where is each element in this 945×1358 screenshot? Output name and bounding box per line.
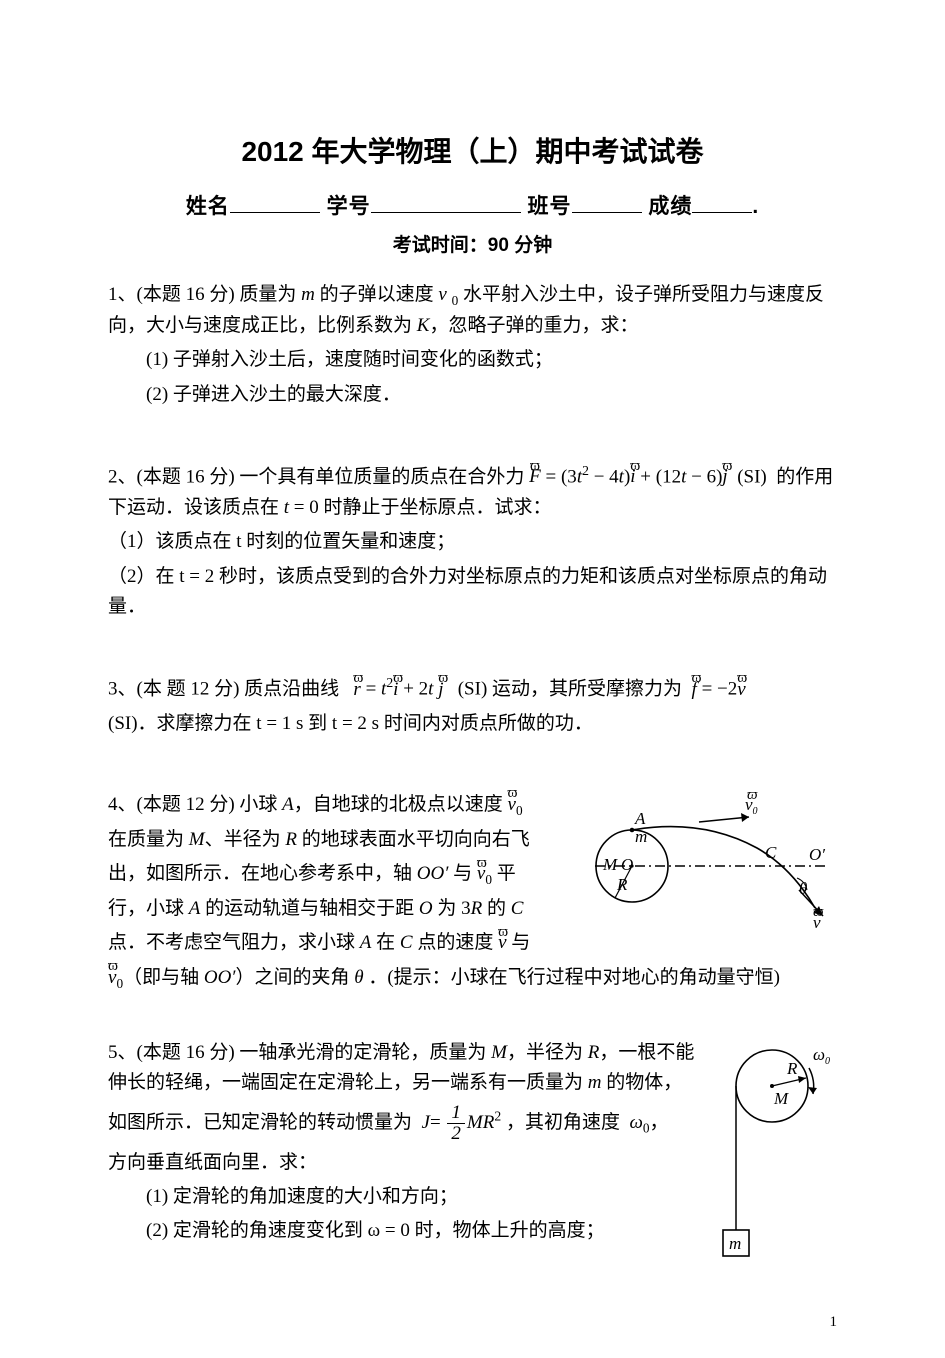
id-blank	[371, 189, 521, 213]
score-label: 成绩	[648, 195, 692, 218]
score-blank	[692, 189, 752, 213]
exam-time: 考试时间：90 分钟	[108, 231, 837, 261]
svg-text:ϖ: ϖ	[813, 904, 824, 920]
q4-line4: 行，小球 A 的运动轨道与轴相交于距 O 为 3R 的 C	[108, 894, 559, 924]
q1-part2: (2) 子弹进入沙土的最大深度．	[108, 380, 837, 410]
page-title: 2012 年大学物理（上）期中考试试卷	[108, 130, 837, 175]
question-1: 1、(本题 16 分) 质量为 m 的子弹以速度 v 0 水平射入沙土中，设子弹…	[108, 280, 837, 410]
q2-part1: （1）该质点在 t 时刻的位置矢量和速度；	[108, 527, 837, 557]
question-2: 2、(本题 16 分) 一个具有单位质量的质点在合外力 ϖF = (3t2 − …	[108, 460, 837, 622]
q1-part1: (1) 子弹射入沙土后，速度随时间变化的函数式；	[108, 345, 837, 375]
exam-page: 2012 年大学物理（上）期中考试试卷 姓名 学号 班号 成绩. 考试时间：90…	[0, 0, 945, 1358]
q3-line2: (SI)．求摩擦力在 t = 1 s 到 t = 2 s 时间内对质点所做的功．	[108, 709, 837, 739]
q4-figure: A m M O R v0 ϖ	[577, 790, 837, 930]
class-label: 班号	[528, 195, 572, 218]
class-blank	[572, 189, 642, 213]
q5-line2: 如图所示．已知定滑轮的转动惯量为 J= 12MR2 ，其初角速度 ω0，	[108, 1103, 699, 1144]
q5-line3: 方向垂直纸面向里．求：	[108, 1148, 699, 1178]
fig5-label-R: R	[786, 1059, 798, 1078]
question-4: 4、(本题 12 分) 小球 A，自地球的北极点以速度 ϖv0 在质量为 M、半…	[108, 790, 837, 994]
q2-part2: （2）在 t = 2 秒时，该质点受到的合外力对坐标原点的力矩和该质点对坐标原点…	[108, 562, 837, 623]
q4-line2: 在质量为 M、半径为 R 的地球表面水平切向向右飞	[108, 825, 559, 855]
id-label: 学号	[327, 195, 371, 218]
q4-text: 4、(本题 12 分) 小球 A，自地球的北极点以速度 ϖv0 在质量为 M、半…	[108, 790, 559, 963]
fig4-label-Oprime: O′	[809, 845, 825, 864]
fig5-label-m: m	[729, 1234, 741, 1253]
q5-part1: (1) 定滑轮的角加速度的大小和方向；	[108, 1182, 699, 1212]
q5-line1: 5、(本题 16 分) 一轴承光滑的定滑轮，质量为 M，半径为 R，一根不能伸长…	[108, 1038, 699, 1099]
q5-figure: R M ω0 m	[717, 1038, 837, 1268]
q4-line1: 4、(本题 12 分) 小球 A，自地球的北极点以速度 ϖv0	[108, 790, 559, 821]
question-3: 3、(本 题 12 分) 质点沿曲线 ϖr = t2ϖi + 2t ϖj (SI…	[108, 672, 837, 739]
q4-line5: 点．不考虑空气阻力，求小球 A 在 C 点的速度 ϖv 与	[108, 928, 559, 958]
q3-line1: 3、(本 题 12 分) 质点沿曲线 ϖr = t2ϖi + 2t ϖj (SI…	[108, 672, 837, 705]
svg-text:ϖ: ϖ	[747, 790, 758, 803]
name-label: 姓名	[186, 195, 230, 218]
fig4-label-R: R	[616, 875, 628, 894]
q4-line6: ϖv0（即与轴 OO′）之间的夹角 θ ．(提示：小球在飞行过程中对地心的角动量…	[108, 963, 837, 994]
fig4-label-C: C	[765, 843, 777, 862]
q2-stem: 2、(本题 16 分) 一个具有单位质量的质点在合外力 ϖF = (3t2 − …	[108, 460, 837, 523]
fig5-label-omega: ω0	[813, 1045, 830, 1067]
page-number: 1	[830, 1310, 838, 1334]
fig4-label-O: O	[621, 855, 633, 874]
q5-part2: (2) 定滑轮的角速度变化到 ω = 0 时，物体上升的高度；	[108, 1216, 699, 1246]
q1-stem: 1、(本题 16 分) 质量为 m 的子弹以速度 v 0 水平射入沙土中，设子弹…	[108, 280, 837, 341]
student-info-line: 姓名 学号 班号 成绩.	[108, 189, 837, 224]
q5-text: 5、(本题 16 分) 一轴承光滑的定滑轮，质量为 M，半径为 R，一根不能伸长…	[108, 1038, 699, 1251]
fig4-label-A: A	[634, 809, 646, 828]
fig5-label-M: M	[773, 1089, 789, 1108]
name-blank	[230, 189, 320, 213]
q4-line3: 出，如图所示．在地心参考系中，轴 OO′ 与 ϖv0 平	[108, 859, 559, 890]
fig4-label-M: M	[602, 855, 618, 874]
question-5: 5、(本题 16 分) 一轴承光滑的定滑轮，质量为 M，半径为 R，一根不能伸长…	[108, 1038, 837, 1268]
